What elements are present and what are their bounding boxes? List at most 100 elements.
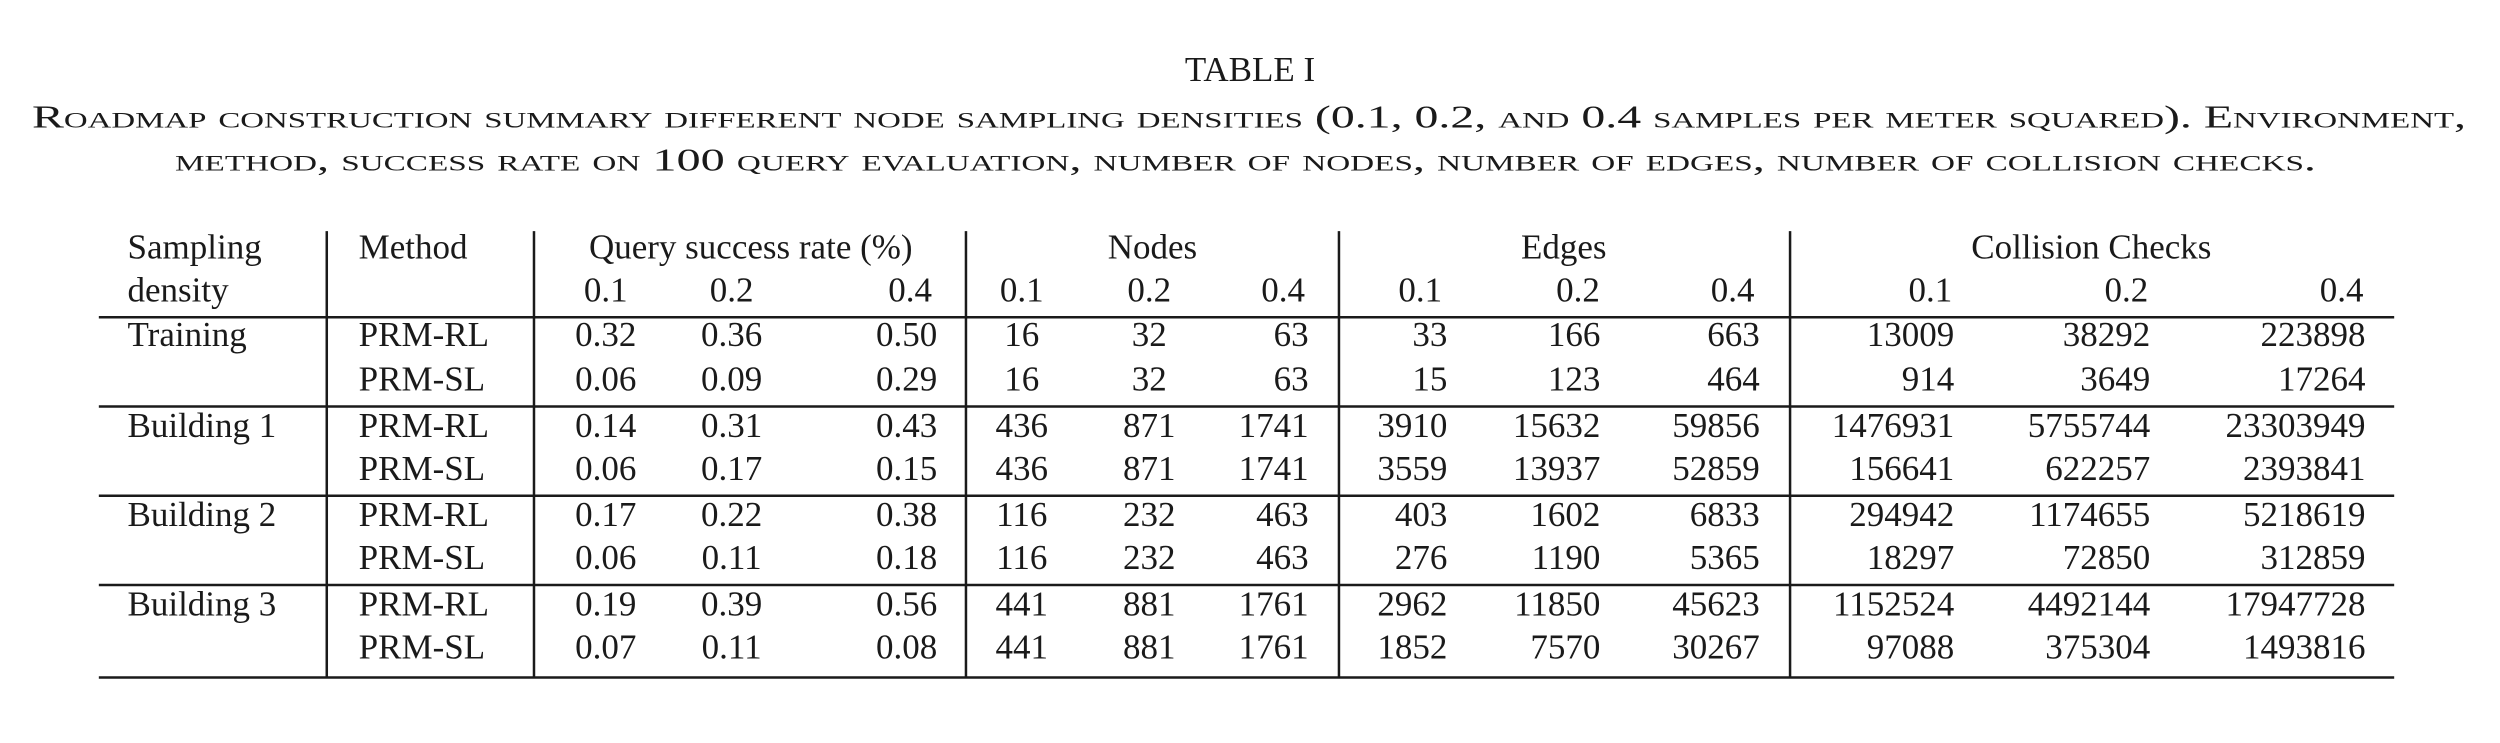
value-cell: 116 [996, 538, 1047, 577]
value-cell: 72850 [2063, 538, 2151, 577]
value-cell: 0.43 [876, 406, 937, 445]
table-title: TABLE I [1185, 50, 1315, 89]
header-cell: Query success rate (%) [589, 227, 913, 266]
header-cell: 0.2 [2105, 270, 2149, 309]
value-cell: 3559 [1377, 449, 1447, 488]
value-cell: 881 [1123, 627, 1176, 666]
value-cell: 23303949 [2225, 406, 2365, 445]
caption-line: method, success rate on 100 query evalua… [175, 141, 2316, 177]
value-cell: 232 [1123, 538, 1176, 577]
header-cell: Sampling [128, 227, 262, 266]
value-cell: 403 [1395, 495, 1448, 534]
header-cell: 0.4 [888, 270, 932, 309]
value-cell: 123 [1548, 360, 1601, 399]
value-cell: 30267 [1672, 627, 1760, 666]
value-cell: 18297 [1867, 538, 1955, 577]
header-cell: 0.1 [1908, 270, 1952, 309]
value-cell: 1152524 [1833, 584, 1954, 623]
value-cell: 0.17 [575, 495, 636, 534]
method-cell: PRM-RL [359, 584, 489, 623]
value-cell: 0.17 [701, 449, 762, 488]
value-cell: 59856 [1672, 406, 1760, 445]
value-cell: 0.56 [876, 584, 937, 623]
value-cell: 871 [1123, 406, 1176, 445]
environment-cell: Building 2 [128, 495, 277, 534]
header-cell: Nodes [1108, 227, 1197, 266]
value-cell: 1493816 [2243, 627, 2366, 666]
value-cell: 16 [1004, 315, 1039, 354]
header-cell: 0.4 [1711, 270, 1755, 309]
value-cell: 4492144 [2028, 584, 2151, 623]
value-cell: 881 [1123, 584, 1176, 623]
method-cell: PRM-RL [359, 406, 489, 445]
value-cell: 0.31 [701, 406, 762, 445]
value-cell: 0.11 [702, 627, 762, 666]
value-cell: 0.06 [575, 449, 636, 488]
value-cell: 63 [1274, 360, 1309, 399]
value-cell: 15 [1412, 360, 1447, 399]
value-cell: 63 [1274, 315, 1309, 354]
value-cell: 1761 [1239, 584, 1309, 623]
value-cell: 0.18 [876, 538, 937, 577]
method-cell: PRM-SL [359, 449, 485, 488]
header-cell: Edges [1521, 227, 1607, 266]
value-cell: 0.19 [575, 584, 636, 623]
header-cell: Method [359, 227, 468, 266]
value-cell: 0.50 [876, 315, 937, 354]
value-cell: 2393841 [2243, 449, 2366, 488]
value-cell: 45623 [1672, 584, 1760, 623]
value-cell: 52859 [1672, 449, 1760, 488]
value-cell: 156641 [1849, 449, 1954, 488]
header-cell: 0.2 [1127, 270, 1171, 309]
value-cell: 38292 [2063, 315, 2151, 354]
value-cell: 463 [1256, 495, 1309, 534]
method-cell: PRM-SL [359, 627, 485, 666]
value-cell: 294942 [1849, 495, 1954, 534]
method-cell: PRM-SL [359, 360, 485, 399]
environment-cell: Training [128, 315, 247, 354]
value-cell: 622257 [2045, 449, 2150, 488]
header-cell: 0.2 [1556, 270, 1600, 309]
value-cell: 914 [1902, 360, 1955, 399]
header-cell: 0.1 [584, 270, 628, 309]
value-cell: 0.07 [575, 627, 636, 666]
header-cell: 0.4 [2320, 270, 2364, 309]
value-cell: 0.11 [702, 538, 762, 577]
header-cell: 0.1 [1000, 270, 1044, 309]
value-cell: 0.22 [701, 495, 762, 534]
value-cell: 32 [1132, 360, 1167, 399]
value-cell: 13937 [1513, 449, 1601, 488]
value-cell: 436 [996, 406, 1049, 445]
header-cell: 0.2 [710, 270, 754, 309]
value-cell: 7570 [1530, 627, 1600, 666]
value-cell: 1741 [1239, 406, 1309, 445]
value-cell: 441 [996, 584, 1049, 623]
value-cell: 5218619 [2243, 495, 2366, 534]
method-cell: PRM-SL [359, 538, 485, 577]
value-cell: 16 [1004, 360, 1039, 399]
value-cell: 5365 [1690, 538, 1760, 577]
value-cell: 223898 [2260, 315, 2365, 354]
value-cell: 436 [996, 449, 1049, 488]
value-cell: 33 [1412, 315, 1447, 354]
value-cell: 375304 [2045, 627, 2150, 666]
value-cell: 116 [996, 495, 1047, 534]
value-cell: 1190 [1532, 538, 1601, 577]
value-cell: 32 [1132, 315, 1167, 354]
value-cell: 463 [1256, 538, 1309, 577]
value-cell: 2962 [1377, 584, 1447, 623]
value-cell: 15632 [1513, 406, 1601, 445]
value-cell: 276 [1395, 538, 1448, 577]
header-cell: 0.4 [1261, 270, 1305, 309]
value-cell: 3910 [1377, 406, 1447, 445]
header-cell: Collision Checks [1971, 227, 2211, 266]
value-cell: 0.06 [575, 538, 636, 577]
header-cell: density [128, 270, 230, 309]
value-cell: 232 [1123, 495, 1176, 534]
method-cell: PRM-RL [359, 315, 489, 354]
value-cell: 1741 [1239, 449, 1309, 488]
value-cell: 1761 [1239, 627, 1309, 666]
value-cell: 0.36 [701, 315, 762, 354]
value-cell: 5755744 [2028, 406, 2151, 445]
